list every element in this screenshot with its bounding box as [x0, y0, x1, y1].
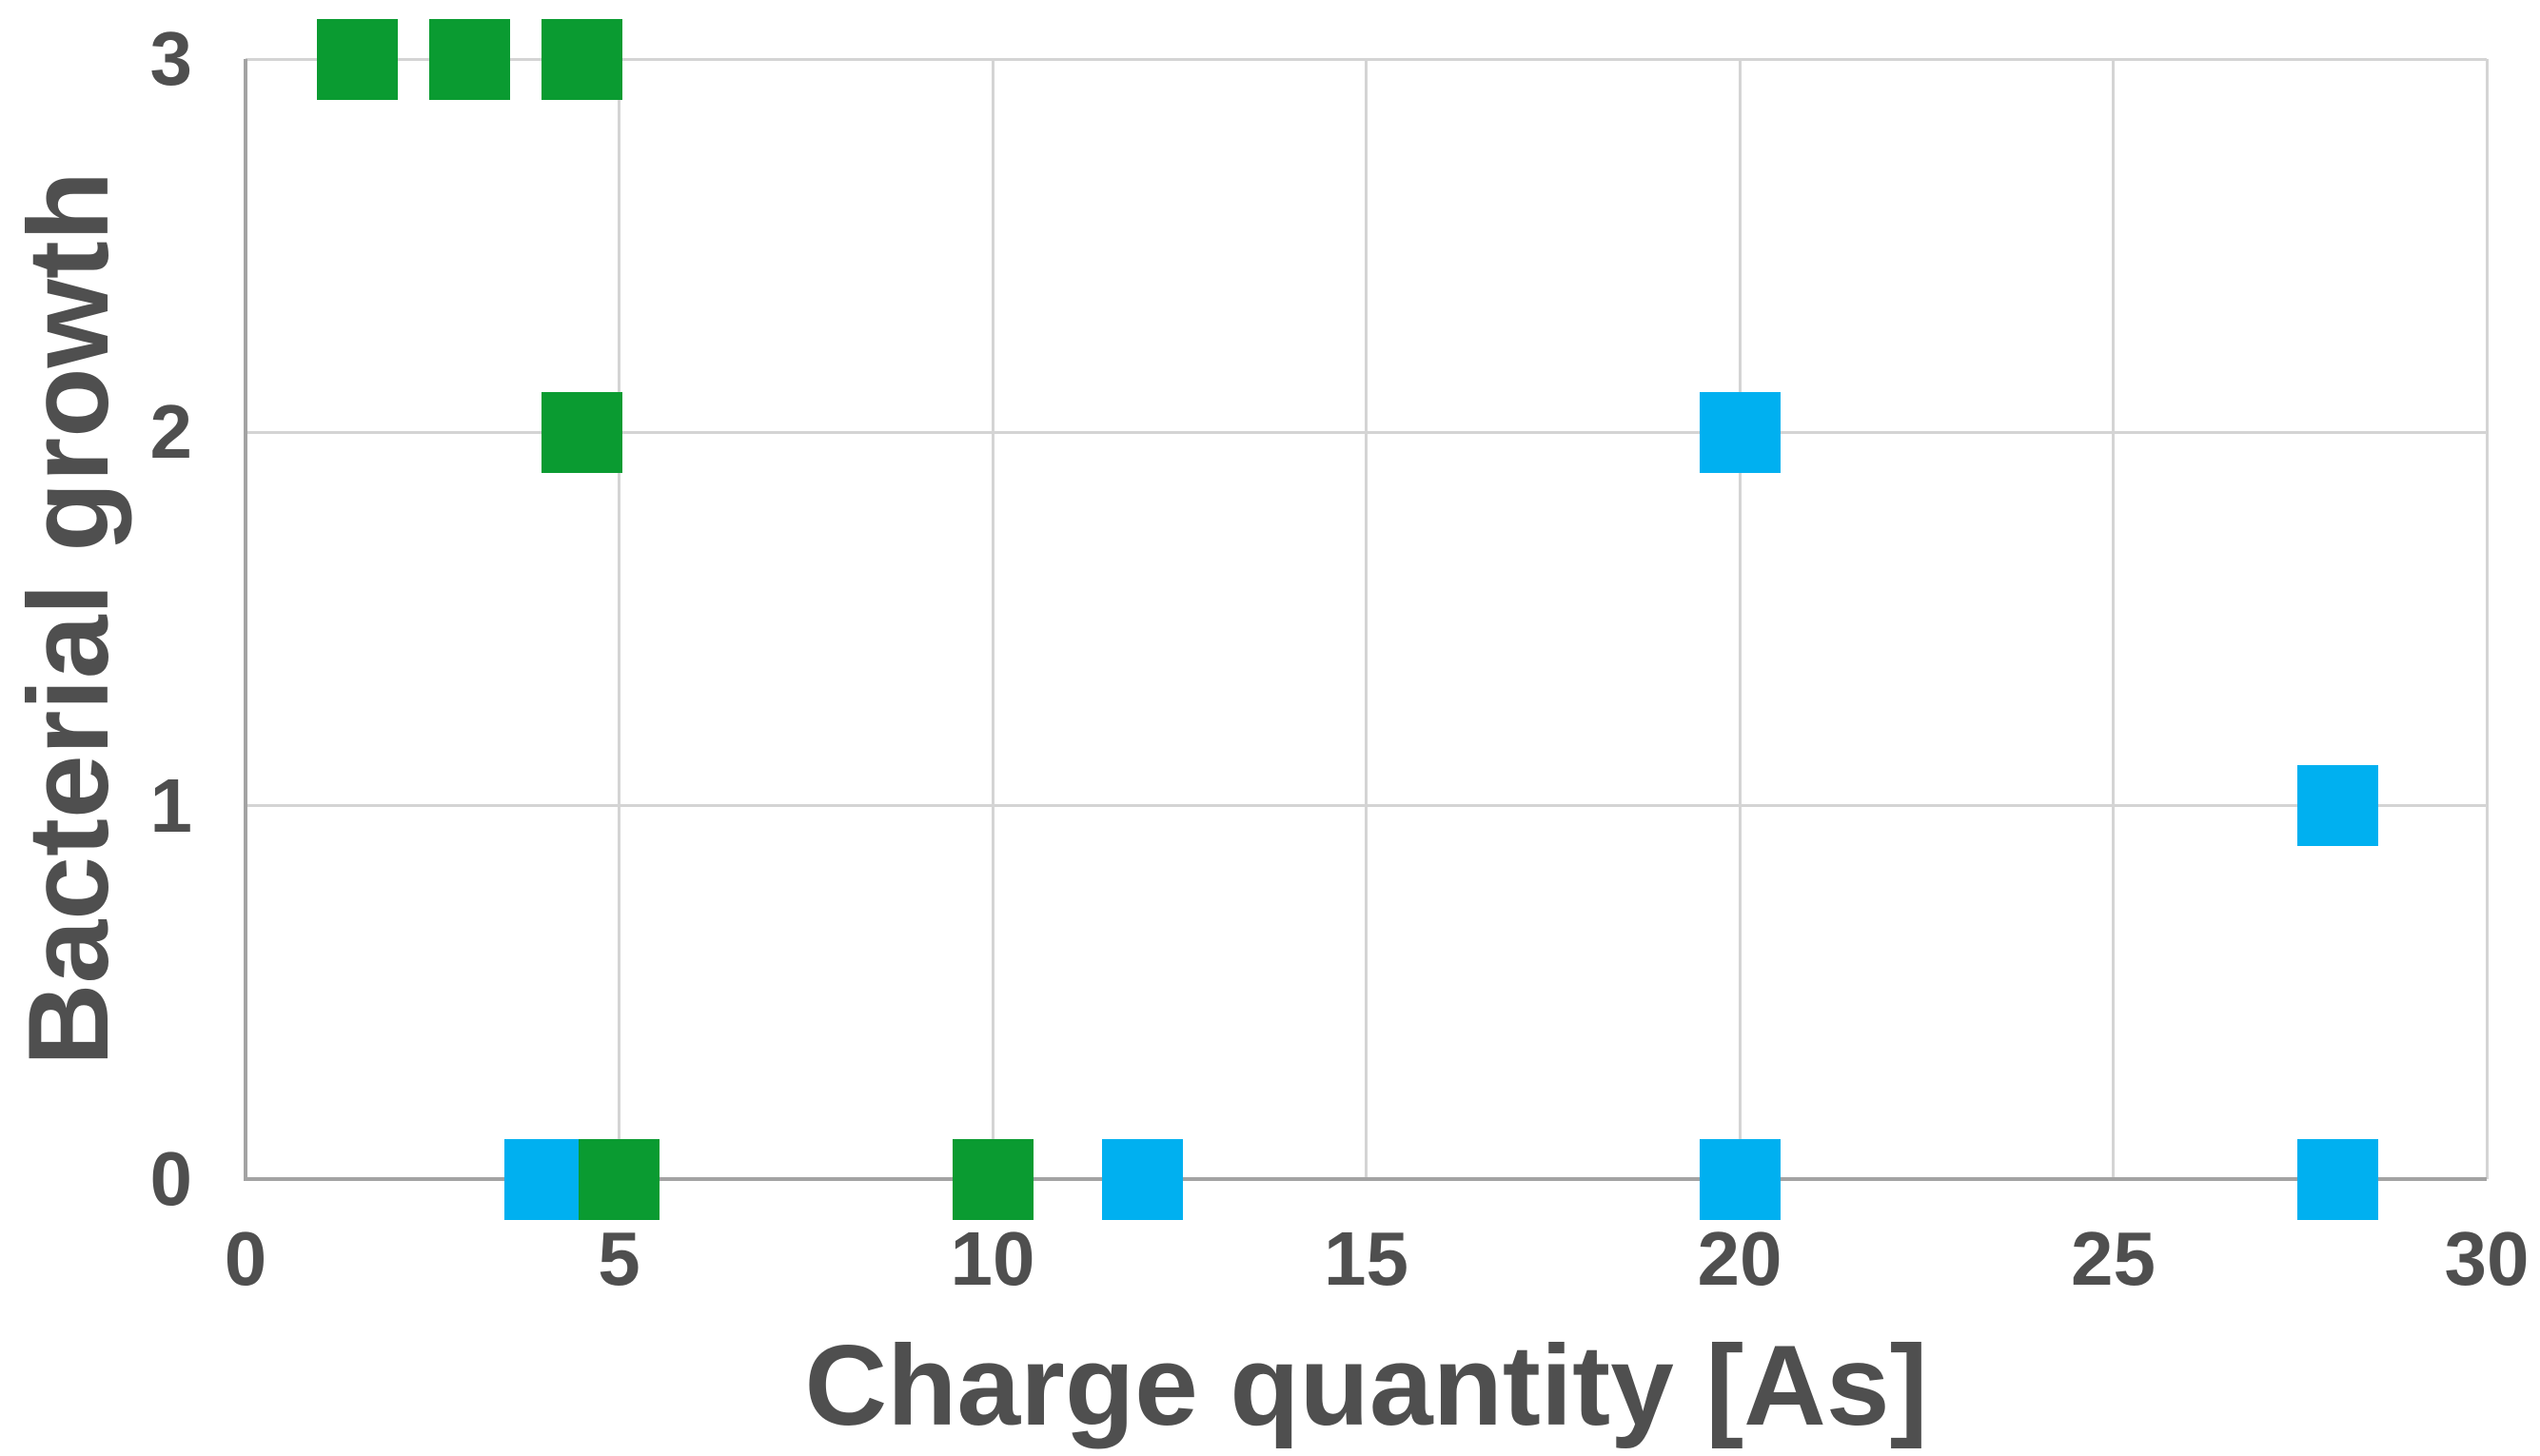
data-point-green-series-x3-y3 [429, 18, 510, 100]
horizontal-gridline-y2 [246, 430, 2487, 434]
plot-area [244, 18, 2489, 1220]
data-point-blue-series-x28-y0 [2296, 1138, 2378, 1220]
data-point-blue-series-x12-y0 [1101, 1138, 1183, 1220]
y-tick-label-2: 2 [149, 389, 193, 475]
y-tick-label-1: 1 [149, 762, 193, 848]
x-tick-label-25: 25 [2071, 1216, 2156, 1301]
data-point-green-series-x1.5-y3 [317, 18, 399, 100]
vertical-gridline-x5 [618, 59, 620, 1179]
x-axis-title: Charge quantity [As] [804, 1322, 1928, 1449]
y-axis-title: Bacterial growth [5, 170, 132, 1067]
data-point-blue-series-x4-y0 [503, 1138, 585, 1220]
x-tick-label-5: 5 [598, 1216, 640, 1301]
data-point-green-series-x10-y0 [952, 1138, 1034, 1220]
data-point-green-series-x4.5-y3 [541, 18, 622, 100]
data-point-green-series-x5-y0 [579, 1138, 660, 1220]
x-tick-label-0: 0 [224, 1216, 267, 1301]
x-axis-line [244, 1177, 2487, 1181]
vertical-gridline-x15 [1365, 59, 1368, 1179]
horizontal-gridline-y1 [246, 804, 2487, 808]
y-axis-line [244, 59, 247, 1179]
horizontal-gridline-y3 [246, 57, 2487, 61]
data-point-green-series-x4.5-y2 [541, 391, 622, 473]
x-tick-label-15: 15 [1324, 1216, 1408, 1301]
data-point-blue-series-x28-y1 [2296, 765, 2378, 847]
y-tick-label-0: 0 [149, 1136, 193, 1221]
vertical-gridline-x25 [2112, 59, 2115, 1179]
x-tick-label-30: 30 [2444, 1216, 2530, 1301]
vertical-gridline-x10 [991, 59, 994, 1179]
vertical-gridline-x30 [2485, 59, 2489, 1179]
y-tick-label-3: 3 [149, 16, 193, 101]
x-tick-label-20: 20 [1697, 1216, 1782, 1301]
x-tick-label-10: 10 [950, 1216, 1035, 1301]
data-point-blue-series-x20-y0 [1699, 1138, 1781, 1220]
vertical-gridline-x20 [1738, 59, 1742, 1179]
data-point-blue-series-x20-y2 [1699, 391, 1781, 473]
